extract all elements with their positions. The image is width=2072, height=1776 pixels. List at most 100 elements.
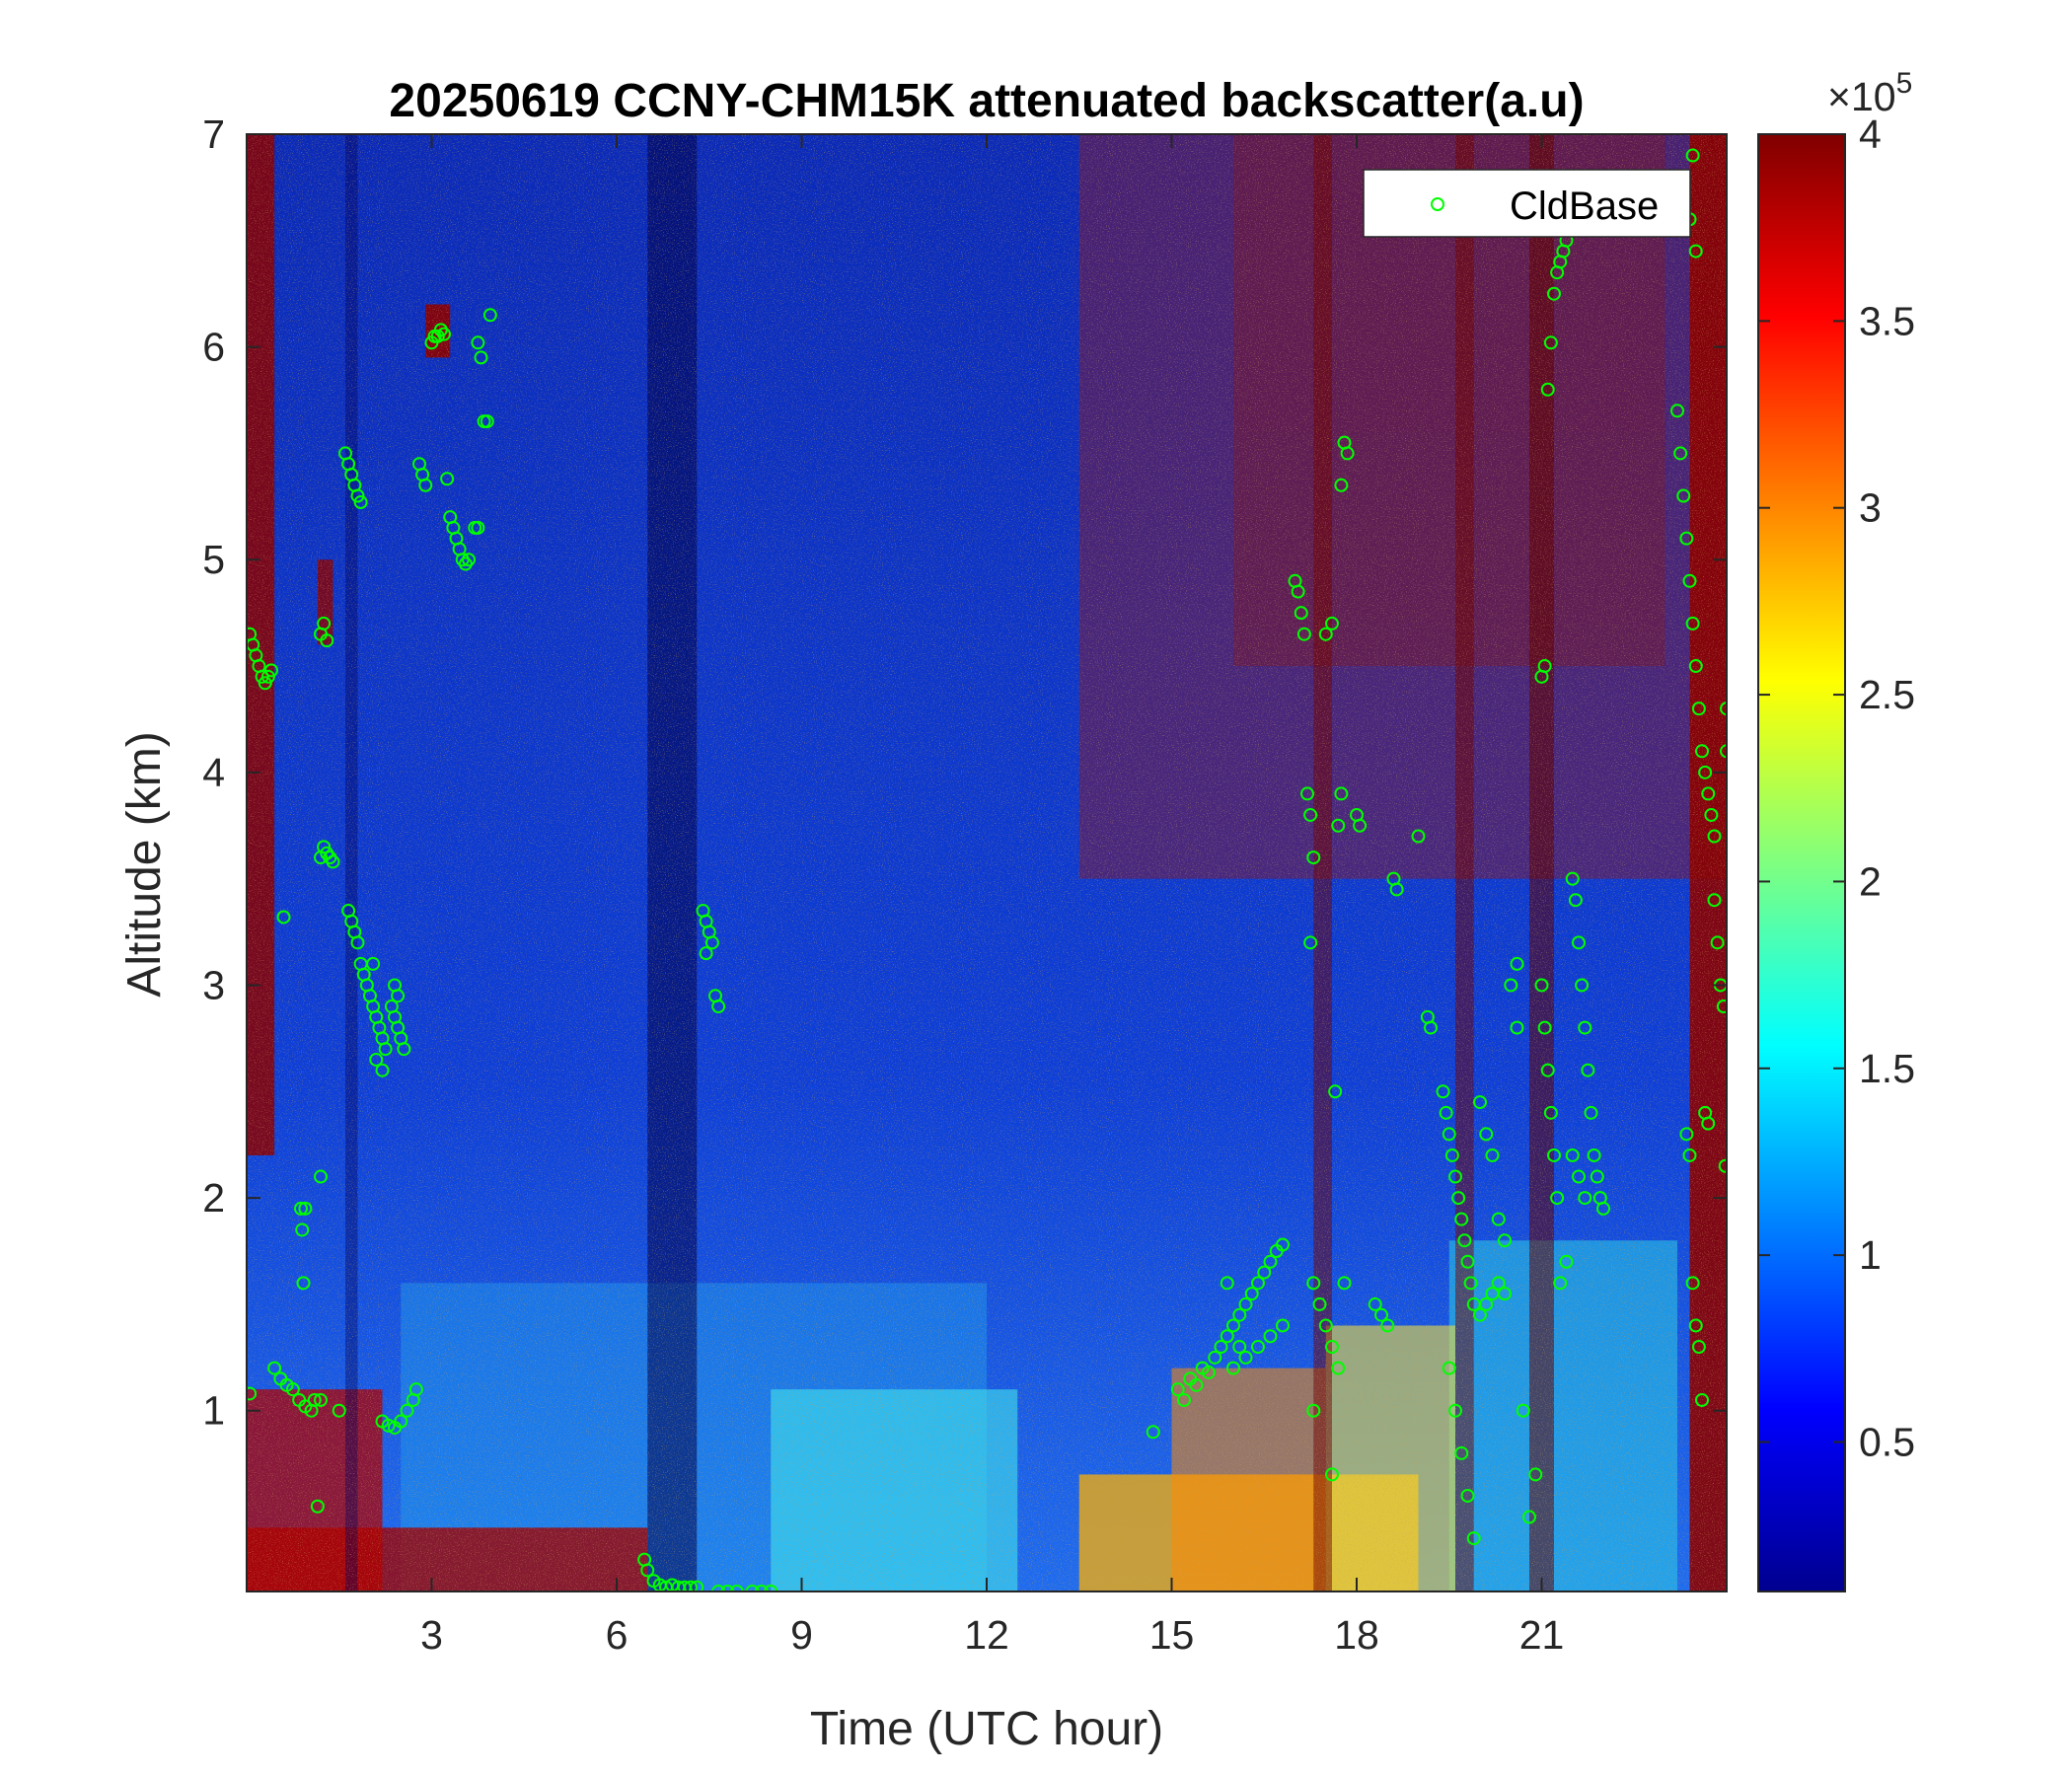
- cldbase-point: [754, 1585, 769, 1591]
- colorbar-tick-label: 2.5: [1859, 672, 1915, 717]
- y-axis-label: Altitude (km): [118, 731, 171, 997]
- cldbase-point: [1543, 1105, 1558, 1120]
- y-tick-label: 7: [202, 111, 225, 157]
- cldbase-point: [1479, 1296, 1494, 1311]
- cldbase-point: [1214, 1340, 1228, 1355]
- chart-title: 20250619 CCNY-CHM15K attenuated backscat…: [389, 75, 1584, 127]
- cldbase-point: [1673, 446, 1688, 461]
- heatmap-noise: [247, 134, 1727, 1591]
- cldbase-point: [690, 1580, 704, 1591]
- cldbase-point: [1220, 1329, 1234, 1344]
- cldbase-point: [1691, 702, 1706, 716]
- colorbar-gradient: [1757, 133, 1846, 1592]
- cldbase-point: [1565, 871, 1580, 886]
- cldbase-point: [1720, 744, 1727, 759]
- legend-label-cldbase: CldBase: [1510, 185, 1659, 228]
- cldbase-point: [391, 989, 406, 1003]
- cldbase-point: [366, 956, 381, 971]
- cldbase-point: [1294, 606, 1308, 621]
- cldbase-point: [1439, 1105, 1453, 1120]
- cldbase-point: [1442, 1361, 1456, 1375]
- cldbase-point: [1707, 829, 1722, 844]
- x-tick-label: 12: [964, 1612, 1009, 1658]
- cldbase-point: [1220, 1276, 1234, 1291]
- cldbase-point: [1720, 702, 1727, 716]
- cldbase-point: [1716, 999, 1727, 1014]
- x-axis: 3 6 9 12 15 18 21: [420, 134, 1564, 1658]
- cldbase-point: [1389, 882, 1404, 897]
- colorbar-tick-label: 3: [1859, 485, 1882, 531]
- cldbase-point: [1442, 1127, 1456, 1142]
- cldbase-point: [1325, 1467, 1339, 1482]
- cldbase-point: [1568, 893, 1583, 908]
- cldbase-point: [1331, 818, 1346, 833]
- cldbase-point: [307, 1392, 322, 1407]
- cldbase-point: [1584, 1105, 1598, 1120]
- cldbase-point: [1596, 1201, 1610, 1216]
- cldbase-point: [1534, 978, 1549, 993]
- cldbase-point: [1276, 1237, 1290, 1252]
- cldbase-point: [1208, 1350, 1222, 1365]
- cldbase-point: [1424, 1020, 1438, 1035]
- colorbar-ticks: 0.5 1 1.5 2 2.5 3 3.5 4: [1758, 111, 1915, 1465]
- cldbase-point: [480, 414, 494, 429]
- legend-marker-cldbase: [1431, 197, 1444, 211]
- cldbase-point: [1707, 893, 1722, 908]
- cldbase-point: [314, 1169, 328, 1184]
- cldbase-point: [375, 1063, 390, 1077]
- cldbase-point: [1473, 1307, 1487, 1322]
- cldbase-point: [1291, 584, 1305, 599]
- cldbase-point: [1436, 1084, 1450, 1099]
- cldbase-point: [1251, 1276, 1265, 1291]
- cldbase-point: [353, 495, 368, 510]
- cldbase-point: [1695, 744, 1709, 759]
- cldbase-point: [276, 910, 291, 925]
- y-tick-label: 3: [202, 962, 225, 1007]
- cldbase-point: [764, 1585, 778, 1591]
- cldbase-point: [1318, 627, 1333, 641]
- cldbase-point: [471, 520, 485, 535]
- cldbase-point: [314, 1392, 328, 1407]
- cldbase-point: [296, 1276, 311, 1291]
- cldbase-point: [430, 329, 445, 343]
- cldbase-point: [1685, 616, 1700, 630]
- cldbase-point: [474, 350, 488, 365]
- cldbase-point: [1334, 786, 1349, 801]
- cldbase-point: [1444, 1147, 1459, 1162]
- cldbase-point: [729, 1585, 744, 1591]
- cldbase-point: [317, 840, 332, 854]
- cldbase-point: [267, 1361, 282, 1375]
- cldbase-point: [400, 1403, 414, 1418]
- cldbase-point: [1578, 1191, 1592, 1206]
- cldbase-point: [1457, 1233, 1472, 1248]
- cldbase-point: [1466, 1531, 1481, 1546]
- cldbase-point: [378, 1042, 393, 1057]
- y-axis: 1 2 3 4 5 6 7: [202, 111, 1727, 1434]
- colorbar-tick-label: 3.5: [1859, 298, 1915, 343]
- cldbase-point: [1540, 382, 1555, 397]
- y-tick-label: 6: [202, 325, 225, 370]
- x-tick-label: 9: [790, 1612, 813, 1658]
- cldbase-point: [745, 1585, 760, 1591]
- cldbase-point: [1540, 1063, 1555, 1077]
- cldbase-point: [1451, 1191, 1466, 1206]
- cldbase-point: [264, 663, 278, 678]
- cldbase-point: [1189, 1377, 1204, 1392]
- cldbase-point: [247, 1386, 258, 1401]
- colorbar-tick-label: 1.5: [1859, 1046, 1915, 1091]
- cldbase-point: [1710, 935, 1725, 950]
- legend-box: [1363, 169, 1691, 238]
- cldbase-point: [1572, 935, 1586, 950]
- cldbase-point: [1263, 1329, 1278, 1344]
- cldbase-point: [1263, 1254, 1278, 1269]
- cldbase-point: [1276, 1318, 1290, 1333]
- colorbar-tick-label: 1: [1859, 1232, 1882, 1278]
- cldbase-point: [1510, 1020, 1524, 1035]
- cldbase-point: [1685, 148, 1700, 163]
- cldbase-point: [1547, 1147, 1561, 1162]
- cldbase-point: [1528, 1467, 1543, 1482]
- cldbase-point: [482, 308, 497, 323]
- cldbase-point: [1578, 1020, 1592, 1035]
- cldbase-point: [332, 1403, 346, 1418]
